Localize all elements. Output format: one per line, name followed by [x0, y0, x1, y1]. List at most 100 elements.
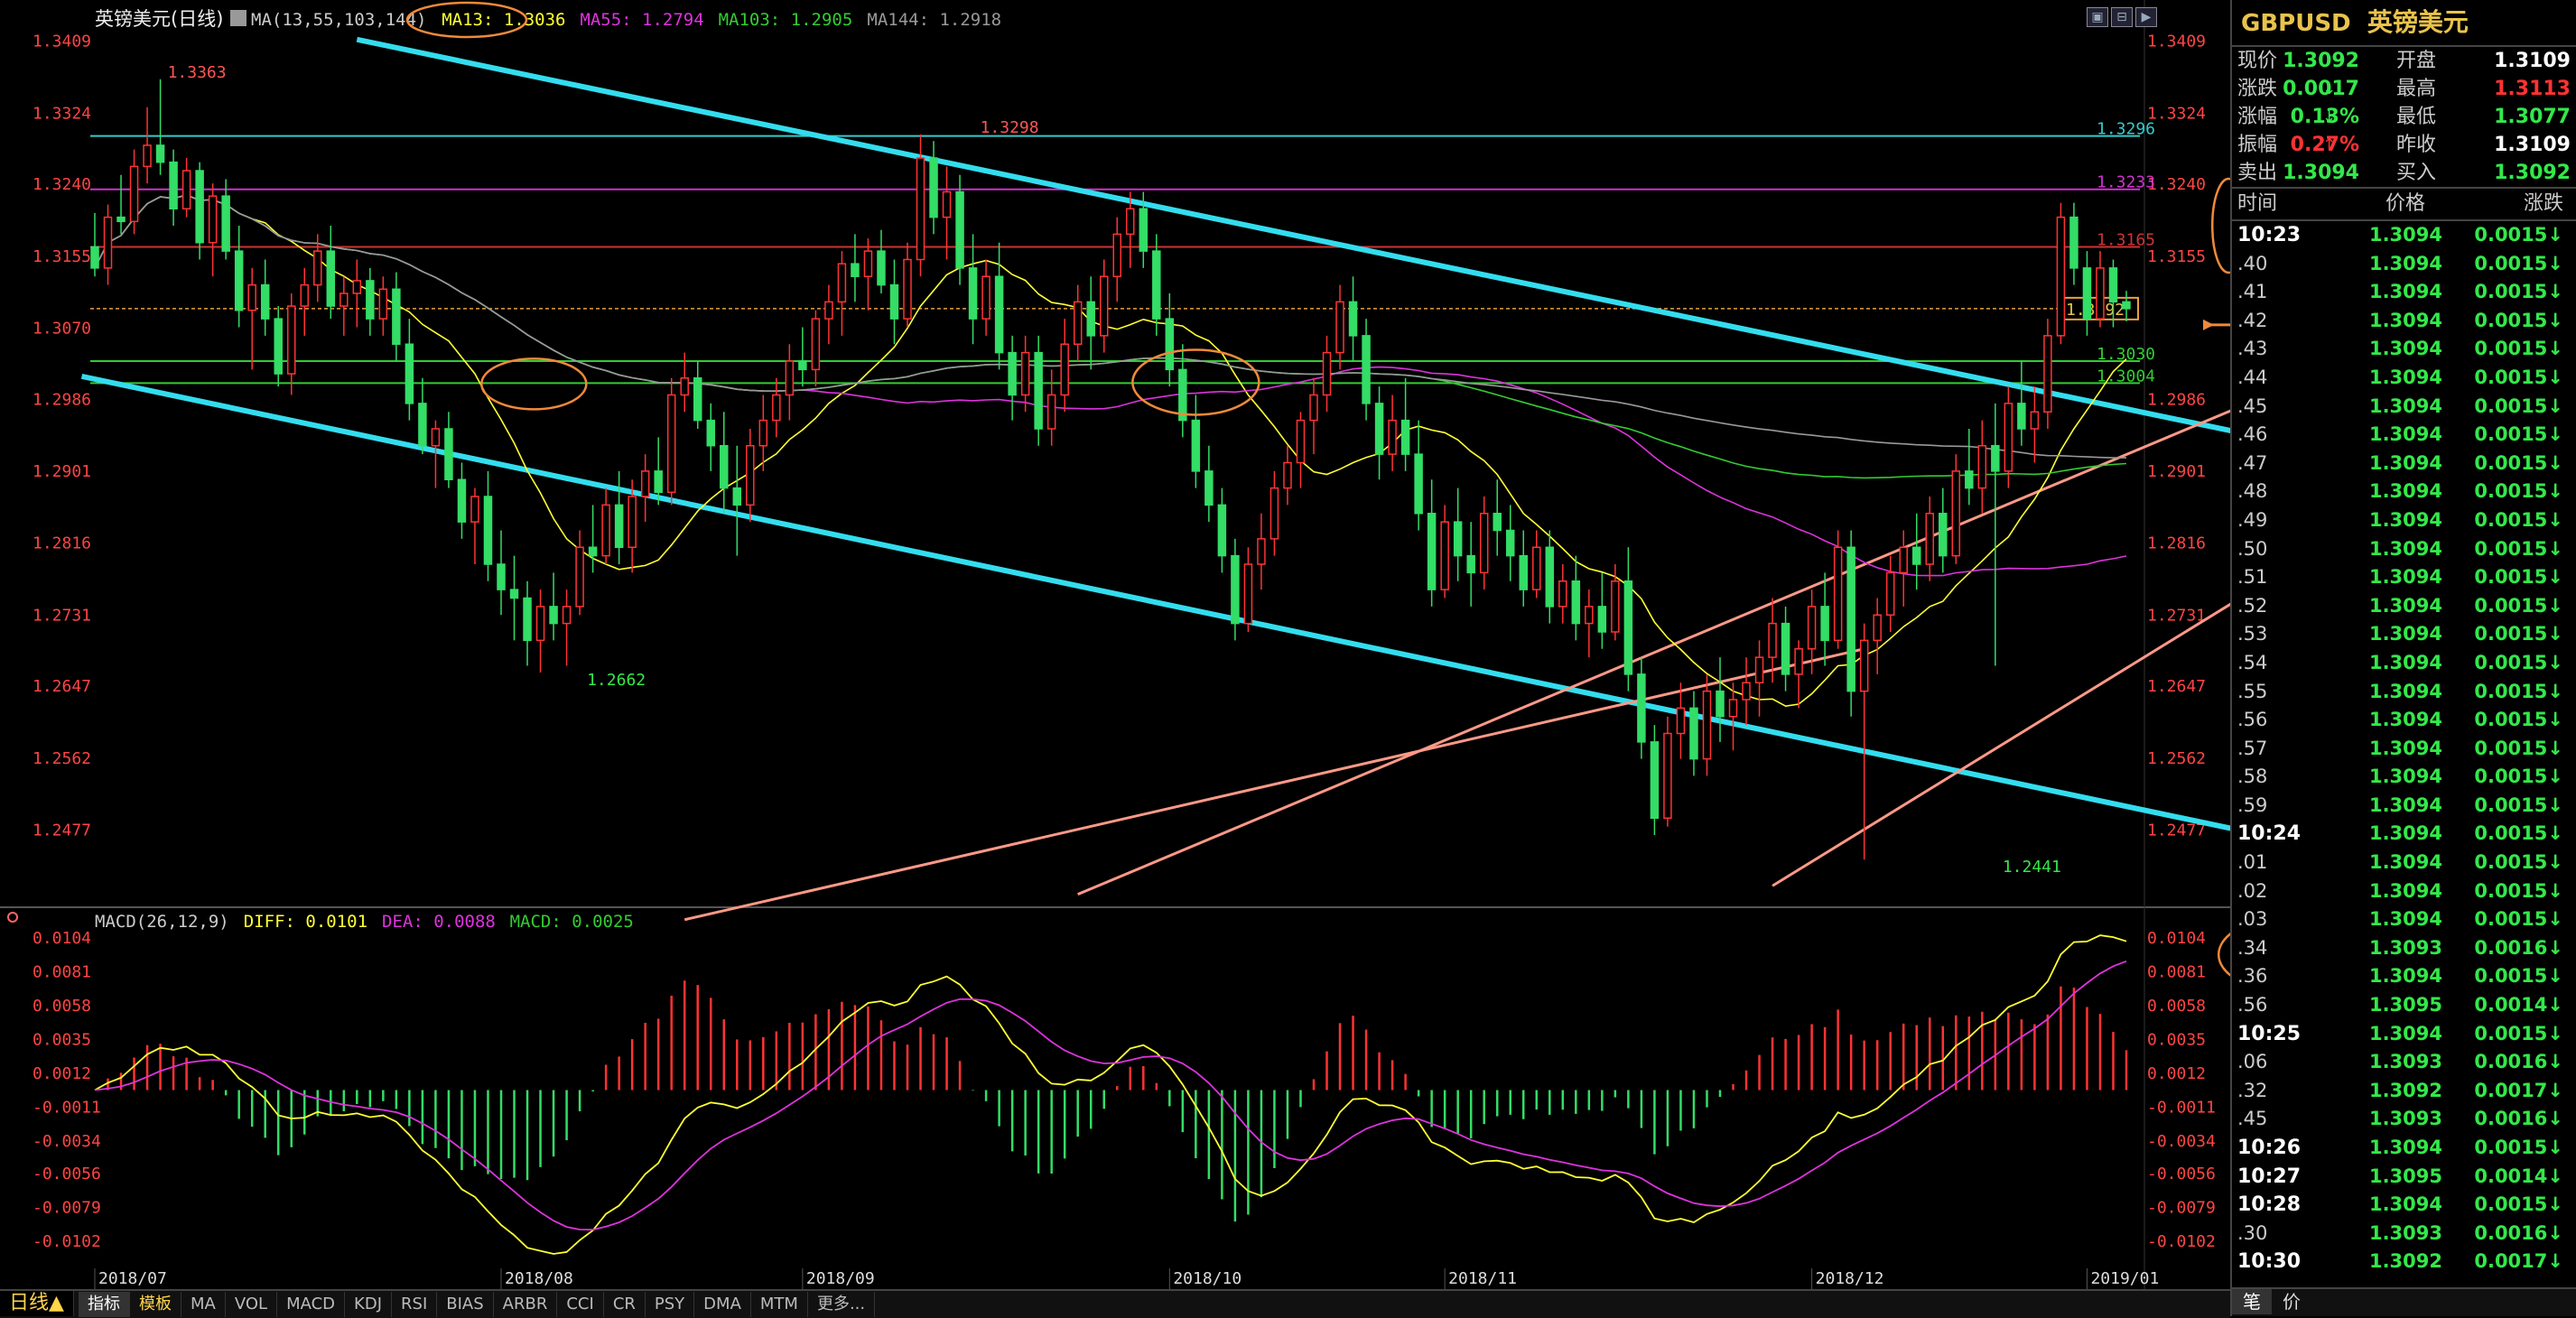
- candle-body: [2069, 216, 2078, 269]
- indicator-tab-4[interactable]: MACD: [277, 1292, 346, 1317]
- indicator-tab-12[interactable]: DMA: [694, 1292, 751, 1317]
- indicator-tab-10[interactable]: CR: [604, 1292, 646, 1317]
- macd-y-tick-left: 0.0012: [33, 1064, 91, 1083]
- tab-ticks[interactable]: 笔: [2232, 1289, 2272, 1314]
- tick-row: .52 1.3094 0.0015↓: [2232, 592, 2576, 621]
- macd-legend-1: DIFF: 0.0101: [244, 912, 367, 932]
- ma-legend-icon: [230, 10, 246, 26]
- indicator-tab-6[interactable]: RSI: [392, 1292, 438, 1317]
- indicator-tab-11[interactable]: PSY: [646, 1292, 695, 1317]
- quote-value: 1.3109: [2494, 50, 2571, 72]
- candle-body: [1846, 546, 1855, 692]
- quote-value: 1.3109: [2494, 134, 2571, 156]
- candle-body: [746, 445, 755, 506]
- tick-change: 0.0016↓: [2474, 1051, 2563, 1073]
- candle-body: [2096, 267, 2105, 320]
- tick-price: 1.3094: [2368, 394, 2442, 417]
- indicator-tab-1[interactable]: 模板: [130, 1292, 182, 1317]
- candle-body: [798, 360, 807, 371]
- candle-body: [837, 263, 847, 303]
- quote-label: 卖出: [2237, 162, 2278, 184]
- indicator-tab-13[interactable]: MTM: [751, 1292, 808, 1317]
- indicator-tab-14[interactable]: 更多...: [808, 1292, 876, 1317]
- y-tick-left: 1.2731: [33, 606, 91, 625]
- tick-time: .32: [2237, 1079, 2268, 1101]
- tick-time: .01: [2237, 851, 2268, 874]
- candle-body: [628, 496, 637, 548]
- candle-body: [523, 597, 532, 642]
- quote-row: 涨跌 ↓ 0.0017 最高 1.3113: [2232, 75, 2576, 103]
- indicator-tab-8[interactable]: ARBR: [494, 1292, 558, 1317]
- window-split-icon[interactable]: ⊟: [2111, 7, 2133, 27]
- change-arrow-icon: ↓: [2322, 107, 2337, 126]
- window-restore-icon[interactable]: ▣: [2087, 7, 2108, 27]
- candle-body: [601, 504, 610, 557]
- candle-body: [509, 589, 519, 599]
- candle-body: [1060, 343, 1069, 396]
- candle-body: [732, 487, 742, 506]
- candle-body: [431, 428, 441, 447]
- level-label: 1.3030: [2097, 345, 2155, 364]
- candle-body: [1768, 622, 1777, 658]
- macd-legend-0: MACD(26,12,9): [95, 912, 229, 932]
- tick-change: 0.0015↓: [2474, 1193, 2563, 1216]
- candle-body: [1086, 301, 1095, 337]
- candle-body: [1440, 521, 1449, 590]
- candle-body: [1912, 546, 1921, 565]
- chart-canvas[interactable]: 1.3409 1.3324 1.3240 1.3155 1.3070 1.2986 1.29…: [0, 0, 2230, 1289]
- tick-price: 1.3094: [2368, 851, 2442, 874]
- ma-legend-3: MA103: 1.2905: [719, 10, 853, 30]
- channel-upper: [356, 36, 2230, 434]
- chart-area[interactable]: 1.3409 1.3324 1.3240 1.3155 1.3070 1.2986 1.29…: [0, 0, 2230, 1316]
- tick-price: 1.3095: [2368, 994, 2442, 1016]
- candle-body: [1139, 208, 1149, 252]
- tick-time: 10:30: [2237, 1250, 2302, 1274]
- indicator-tab-9[interactable]: CCI: [557, 1292, 604, 1317]
- indicator-tab-7[interactable]: BIAS: [437, 1292, 494, 1317]
- ticks-list[interactable]: 10:23 1.3094 0.0015↓ .40 1.3094 0.0015↓ .41 1.3…: [2232, 221, 2576, 1276]
- tick-row: .06 1.3093 0.0016↓: [2232, 1048, 2576, 1077]
- candle-body: [1008, 351, 1017, 396]
- change-arrow-icon: ↑: [2322, 135, 2337, 154]
- tick-row: .41 1.3094 0.0015↓: [2232, 278, 2576, 307]
- tick-time: .55: [2237, 680, 2268, 702]
- indicator-tab-2[interactable]: MA: [181, 1292, 226, 1317]
- tick-row: .56 1.3095 0.0014↓: [2232, 991, 2576, 1020]
- tick-time: 10:27: [2237, 1165, 2302, 1188]
- candle-body: [666, 394, 676, 494]
- ticks-header-change: 涨跌: [2523, 192, 2563, 215]
- candle-body: [418, 403, 427, 447]
- indicator-tab-3[interactable]: VOL: [226, 1292, 278, 1317]
- candle-body: [1414, 453, 1423, 515]
- ma-legend-1: MA13: 1.3036: [442, 10, 565, 30]
- macd-legend-3: MACD: 0.0025: [510, 912, 634, 932]
- quote-label: 最高: [2396, 78, 2437, 100]
- quote-value: 1.3077: [2494, 106, 2571, 128]
- quote-row: 卖出 1.3094 买入 1.3092: [2232, 159, 2576, 187]
- quote-label: 昨收: [2396, 134, 2437, 156]
- candle-body: [195, 170, 204, 244]
- indicator-tab-0[interactable]: 指标: [79, 1292, 131, 1317]
- candle-body: [1243, 563, 1253, 625]
- tick-row: .01 1.3094 0.0015↓: [2232, 849, 2576, 877]
- quote-row: 振幅 ↑ 0.27% 昨收 1.3109: [2232, 131, 2576, 159]
- tick-price: 1.3094: [2368, 822, 2442, 845]
- tick-change: 0.0015↓: [2474, 879, 2563, 902]
- candle-body: [929, 157, 938, 218]
- macd-y-tick-left: 0.0058: [33, 997, 91, 1016]
- tick-change: 0.0015↓: [2474, 766, 2563, 788]
- tick-change: 0.0016↓: [2474, 936, 2563, 959]
- tick-row: .43 1.3094 0.0015↓: [2232, 335, 2576, 364]
- extreme-label: 1.2662: [587, 671, 646, 690]
- y-tick-left: 1.3240: [33, 175, 91, 194]
- candle-body: [444, 428, 453, 480]
- indicator-tab-5[interactable]: KDJ: [345, 1292, 393, 1317]
- window-next-icon[interactable]: ▶: [2135, 7, 2157, 27]
- candle-body: [1794, 648, 1803, 675]
- tick-change: 0.0015↓: [2474, 680, 2563, 702]
- period-toggle[interactable]: 日线▲: [0, 1291, 74, 1316]
- y-tick-left: 1.2477: [33, 821, 91, 840]
- candle-body: [1269, 487, 1279, 540]
- tick-price: 1.3094: [2368, 281, 2442, 303]
- tab-price[interactable]: 价: [2283, 1291, 2301, 1313]
